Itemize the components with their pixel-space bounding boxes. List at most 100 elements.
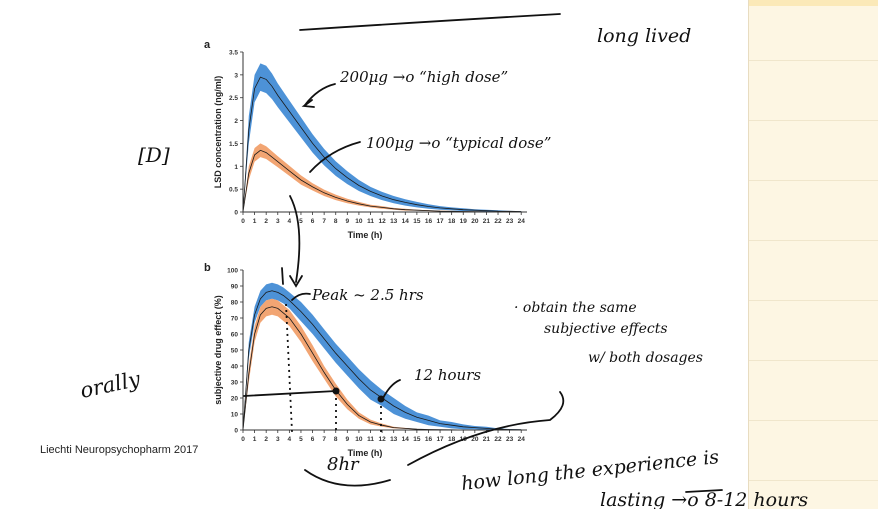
note-long-lived: long lived <box>597 25 691 47</box>
x-tick-label: 10 <box>355 218 363 225</box>
y-tick-label: 0.5 <box>229 187 238 194</box>
ruled-line <box>749 120 878 121</box>
x-tick-label: 14 <box>402 218 410 225</box>
arrow-down-head <box>289 275 303 288</box>
note-how-long: how long the experience is <box>460 446 720 495</box>
y-tick-label: 1.5 <box>229 141 238 148</box>
series-2-band <box>243 298 522 430</box>
line-8hr <box>243 390 337 397</box>
dot-8hr <box>332 387 340 395</box>
y-tick-label: 20 <box>231 396 239 403</box>
x-tick-label: 0 <box>241 218 245 225</box>
y-axis-label: subjective drug effect (%) <box>213 295 223 405</box>
y-tick-label: 100 <box>227 268 238 275</box>
x-tick-label: 15 <box>413 218 421 225</box>
arrow-200-stroke <box>304 83 336 106</box>
x-tick-label: 8 <box>334 436 338 443</box>
note-lasting: lasting →o 8-12 hours <box>600 489 808 509</box>
page-margin-line <box>748 0 749 509</box>
x-tick-label: 11 <box>367 436 374 443</box>
scribble-bottom <box>407 391 565 466</box>
x-tick-label: 22 <box>494 436 502 443</box>
x-tick-label: 21 <box>483 436 491 443</box>
x-tick-label: 2 <box>264 218 268 225</box>
y-tick-label: 50 <box>231 348 239 355</box>
x-tick-label: 21 <box>483 218 491 225</box>
arrow-200-head <box>301 99 315 108</box>
arrow-100-stroke <box>309 141 361 173</box>
x-tick-label: 8 <box>334 218 338 225</box>
x-tick-label: 24 <box>518 218 526 225</box>
note-8hr: 8hr <box>327 454 360 475</box>
x-tick-label: 1 <box>253 436 257 443</box>
arrow-lasting <box>685 489 723 493</box>
x-tick-label: 9 <box>346 218 350 225</box>
x-axis-label: Time (h) <box>348 448 383 458</box>
peak-tick <box>291 292 311 301</box>
ruled-line <box>749 480 878 481</box>
series-1-band <box>243 63 522 213</box>
panel-letter-b: b <box>204 262 211 274</box>
x-axis-label: Time (h) <box>348 230 383 240</box>
x-tick-label: 7 <box>322 218 326 225</box>
y-axis-label: LSD concentration (ng/ml) <box>213 76 223 189</box>
x-tick-label: 17 <box>436 436 444 443</box>
y-tick-label: 80 <box>231 300 239 307</box>
chart-panel-a: 0 1 2 3 4 5 6 7 8 9 10 11 12 13 14 15 16 17 18 19 20 21 22 23 24… <box>213 50 527 240</box>
x-tick-label: 16 <box>425 436 433 443</box>
x-tick-label: 6 <box>311 436 315 443</box>
note-bracket-d: [D] <box>138 143 170 167</box>
scribble-8hr-curve <box>304 469 391 487</box>
series-1-mean-line <box>242 290 522 431</box>
series-1-mean-line <box>242 76 522 213</box>
series-2-mean-line <box>242 149 522 213</box>
note-peak: Peak ~ 2.5 hrs <box>311 286 424 304</box>
x-tick-label: 24 <box>518 436 526 443</box>
x-tick-label: 20 <box>471 218 479 225</box>
x-tick-label: 18 <box>448 218 456 225</box>
x-tick-label: 4 <box>288 436 292 443</box>
x-tick-label: 23 <box>506 218 514 225</box>
x-tick-label: 3 <box>276 436 280 443</box>
note-obtain: · obtain the same <box>514 300 637 316</box>
x-tick-label: 14 <box>402 436 410 443</box>
note-12-hours: 12 hours <box>414 366 481 384</box>
citation: Liechti Neuropsychopharm 2017 <box>40 444 199 456</box>
x-tick-label: 7 <box>322 436 326 443</box>
note-typical-dose: 100μg →o “typical dose” <box>366 134 551 152</box>
scribble-top-line <box>299 13 561 31</box>
series-1-band <box>243 282 522 430</box>
x-tick-label: 19 <box>460 218 468 225</box>
x-tick-label: 17 <box>436 218 444 225</box>
y-tick-label: 0 <box>234 210 238 217</box>
x-tick-label: 12 <box>378 436 386 443</box>
y-tick-label: 1 <box>234 164 238 171</box>
x-tick-label: 13 <box>390 436 398 443</box>
dot-12hr <box>377 395 385 403</box>
note-orally: orally <box>78 367 143 403</box>
ruled-line <box>749 360 878 361</box>
y-tick-label: 2.5 <box>229 95 238 102</box>
x-tick-label: 5 <box>299 436 303 443</box>
series-2-band <box>243 143 522 212</box>
x-tick-label: 9 <box>346 436 350 443</box>
y-tick-label: 30 <box>231 380 239 387</box>
x-tick-label: 3 <box>276 218 280 225</box>
ruled-line <box>749 240 878 241</box>
y-tick-label: 10 <box>231 412 239 419</box>
peak-mark <box>281 267 284 285</box>
ruled-line <box>749 420 878 421</box>
x-tick-label: 2 <box>264 436 268 443</box>
note-dosages: w/ both dosages <box>588 350 703 366</box>
ruled-line <box>749 180 878 181</box>
y-tick-label: 2 <box>234 118 238 125</box>
y-tick-label: 60 <box>231 332 239 339</box>
x-tick-label: 20 <box>471 436 479 443</box>
y-tick-label: 0 <box>234 428 238 435</box>
arrow-down-stroke <box>289 195 301 283</box>
y-tick-label: 40 <box>231 364 239 371</box>
x-tick-label: 5 <box>299 218 303 225</box>
x-tick-label: 6 <box>311 218 315 225</box>
x-tick-label: 0 <box>241 436 245 443</box>
